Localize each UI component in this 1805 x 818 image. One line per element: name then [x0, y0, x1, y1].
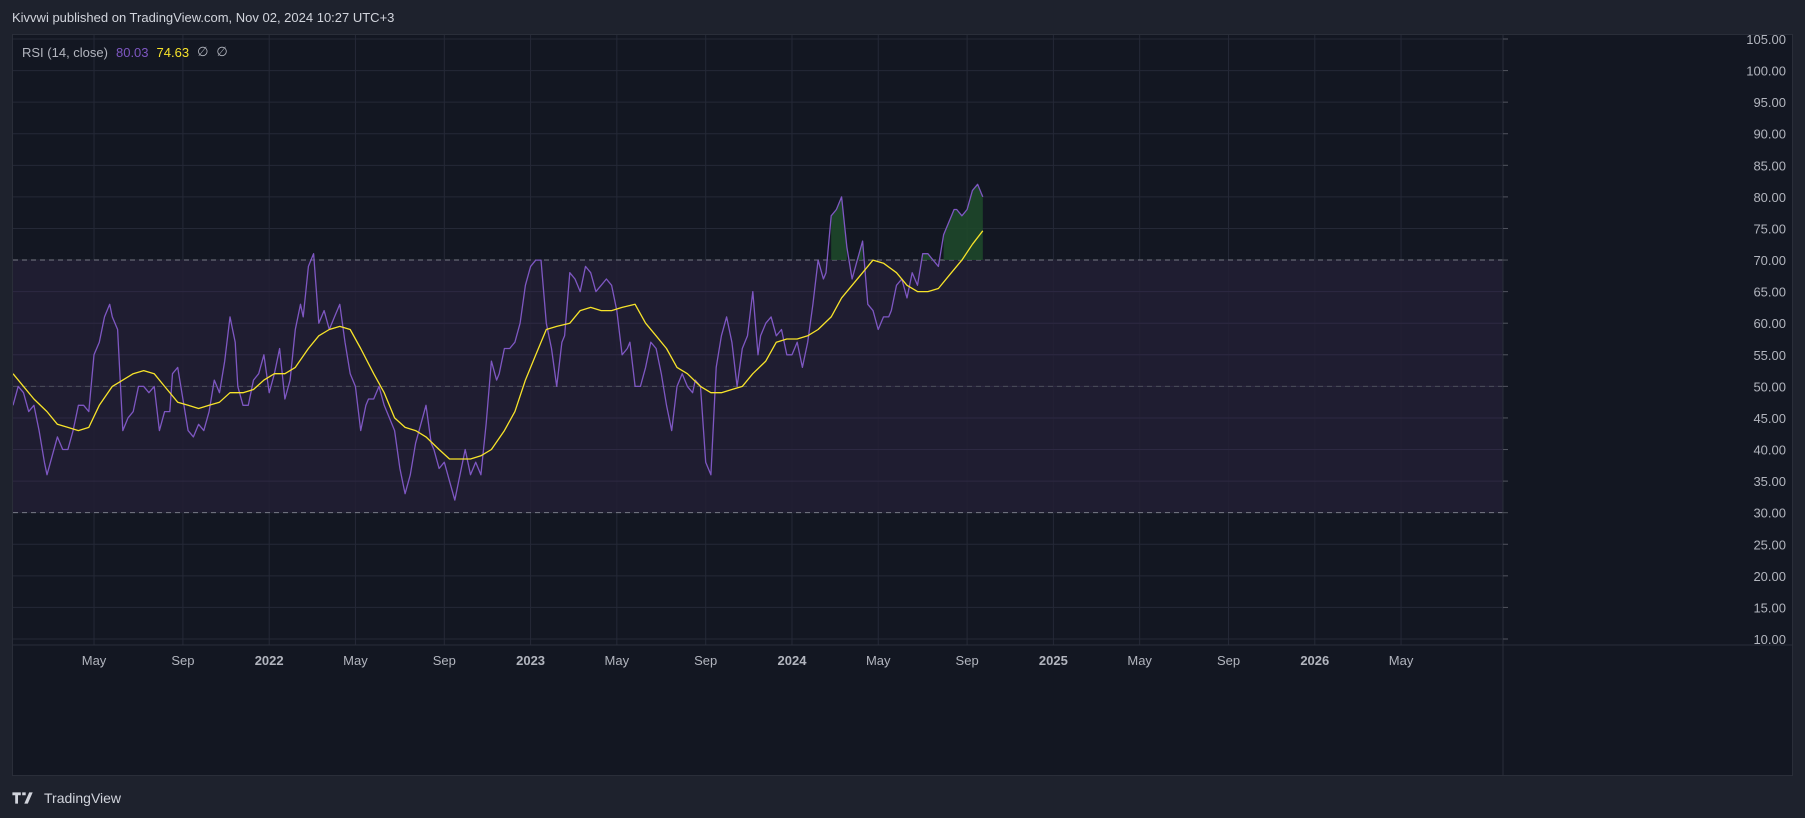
y-tick-label: 15.00	[1753, 600, 1786, 615]
y-tick-label: 95.00	[1753, 95, 1786, 110]
y-tick-label: 35.00	[1753, 474, 1786, 489]
chart-panel[interactable]: 105.00 100.00 95.00 90.00 85.00 80.00 75.00 70.…	[12, 34, 1793, 776]
y-tick-label: 90.00	[1753, 127, 1786, 142]
overbought-fill	[943, 184, 983, 261]
y-tick-label: 50.00	[1753, 379, 1786, 394]
x-tick-label: Sep	[694, 653, 717, 668]
y-tick-label: 85.00	[1753, 158, 1786, 173]
y-tick-label: 65.00	[1753, 285, 1786, 300]
publish-header: Kivvwi published on TradingView.com, Nov…	[0, 0, 1805, 34]
ma-value: 74.63	[156, 44, 190, 60]
x-tick-label: 2022	[255, 653, 284, 668]
y-tick-label: 25.00	[1753, 537, 1786, 552]
x-tick-label: 2024	[778, 653, 808, 668]
x-tick-label: Sep	[433, 653, 456, 668]
y-tick-label: 55.00	[1753, 348, 1786, 363]
x-tick-label: Sep	[171, 653, 194, 668]
price-axis-background	[1503, 35, 1792, 775]
x-tick-label: 2025	[1039, 653, 1068, 668]
y-tick-label: 45.00	[1753, 411, 1786, 426]
rsi-ma-line	[13, 230, 984, 460]
y-tick-label: 70.00	[1753, 253, 1786, 268]
y-tick-label: 10.00	[1753, 632, 1786, 647]
na-value-2: ∅	[216, 44, 228, 59]
x-tick-label: May	[866, 653, 891, 668]
x-tick-label: May	[1389, 653, 1414, 668]
x-tick-label: 2023	[516, 653, 545, 668]
x-tick-label: Sep	[956, 653, 979, 668]
footer: TradingView	[12, 786, 121, 810]
y-tick-label: 100.00	[1746, 64, 1786, 79]
y-tick-label: 30.00	[1753, 506, 1786, 521]
x-tick-label: 2026	[1300, 653, 1329, 668]
y-tick-label: 80.00	[1753, 190, 1786, 205]
indicator-legend[interactable]: RSI (14, close) 80.03 74.63 ∅ ∅	[22, 44, 228, 60]
x-tick-label: Sep	[1217, 653, 1240, 668]
publish-info: Kivvwi published on TradingView.com, Nov…	[12, 9, 395, 25]
overbought-fill	[922, 253, 934, 261]
rsi-chart[interactable]: 105.00 100.00 95.00 90.00 85.00 80.00 75.00 70.…	[13, 35, 1793, 776]
y-tick-label: 105.00	[1746, 35, 1786, 47]
x-tick-label: May	[605, 653, 630, 668]
rsi-line	[13, 183, 984, 501]
brand-name[interactable]: TradingView	[44, 790, 122, 806]
x-tick-label: May	[343, 653, 368, 668]
indicator-name[interactable]: RSI (14, close)	[22, 44, 108, 60]
y-tick-label: 40.00	[1753, 443, 1786, 458]
tradingview-logo-icon[interactable]	[12, 791, 38, 805]
y-tick-label: 60.00	[1753, 316, 1786, 331]
x-tick-label: May	[82, 653, 107, 668]
rsi-value: 80.03	[115, 44, 149, 60]
y-tick-label: 20.00	[1753, 569, 1786, 584]
y-tick-label: 75.00	[1753, 221, 1786, 236]
na-value-1: ∅	[197, 44, 209, 59]
x-tick-label: May	[1127, 653, 1152, 668]
